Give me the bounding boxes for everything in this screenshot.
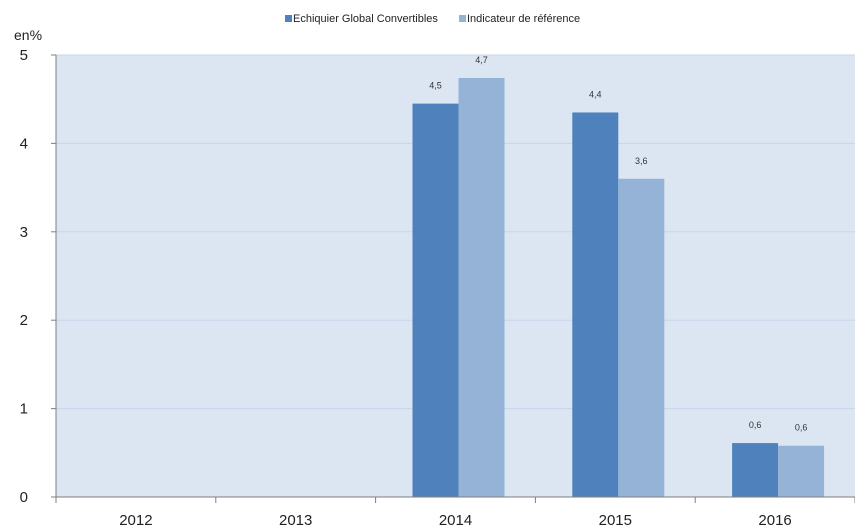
legend-label-series-1: Echiquier Global Convertibles — [293, 13, 438, 25]
unit-label: en% — [14, 27, 42, 43]
data-label-2015-series-2: 3,6 — [635, 156, 648, 166]
data-label-2014-series-2: 4,7 — [475, 55, 488, 65]
x-tick-label-2014: 2014 — [439, 512, 472, 529]
x-tick-label-2016: 2016 — [758, 512, 791, 529]
x-tick-labels: 2012 2013 2014 2015 2016 — [119, 512, 792, 529]
data-label-2015-series-1: 4,4 — [589, 89, 602, 99]
bar-2014-series-1 — [412, 103, 459, 498]
bars — [412, 77, 825, 498]
y-tick-label-1: 1 — [20, 401, 28, 418]
data-label-2014-series-1: 4,5 — [429, 81, 442, 91]
legend-swatch-series-2 — [459, 15, 466, 22]
data-label-2016-series-2: 0,6 — [795, 423, 808, 433]
legend: Echiquier Global Convertibles Indicateur … — [285, 13, 580, 25]
y-tick-label-2: 2 — [20, 312, 28, 329]
legend-label-series-2: Indicateur de référence — [467, 13, 580, 25]
axes — [51, 54, 855, 503]
y-tick-labels: 0 1 2 3 4 5 — [20, 47, 28, 506]
y-tick-label-5: 5 — [20, 47, 28, 64]
bar-2015-series-1 — [572, 112, 619, 498]
bar-2016-series-1 — [732, 443, 779, 497]
y-tick-label-3: 3 — [20, 224, 28, 241]
bar-2015-series-2 — [618, 178, 665, 497]
x-tick-label-2013: 2013 — [279, 512, 312, 529]
x-tick-label-2015: 2015 — [599, 512, 632, 529]
data-label-2016-series-1: 0,6 — [749, 420, 762, 430]
bar-2016-series-2 — [778, 445, 825, 497]
y-tick-label-4: 4 — [20, 135, 28, 152]
y-tick-label-0: 0 — [20, 489, 28, 506]
bar-2014-series-2 — [458, 77, 505, 497]
x-tick-label-2012: 2012 — [119, 512, 152, 529]
data-labels: 4,5 4,7 4,4 3,6 0,6 0,6 — [429, 55, 807, 433]
legend-swatch-series-1 — [285, 15, 292, 22]
